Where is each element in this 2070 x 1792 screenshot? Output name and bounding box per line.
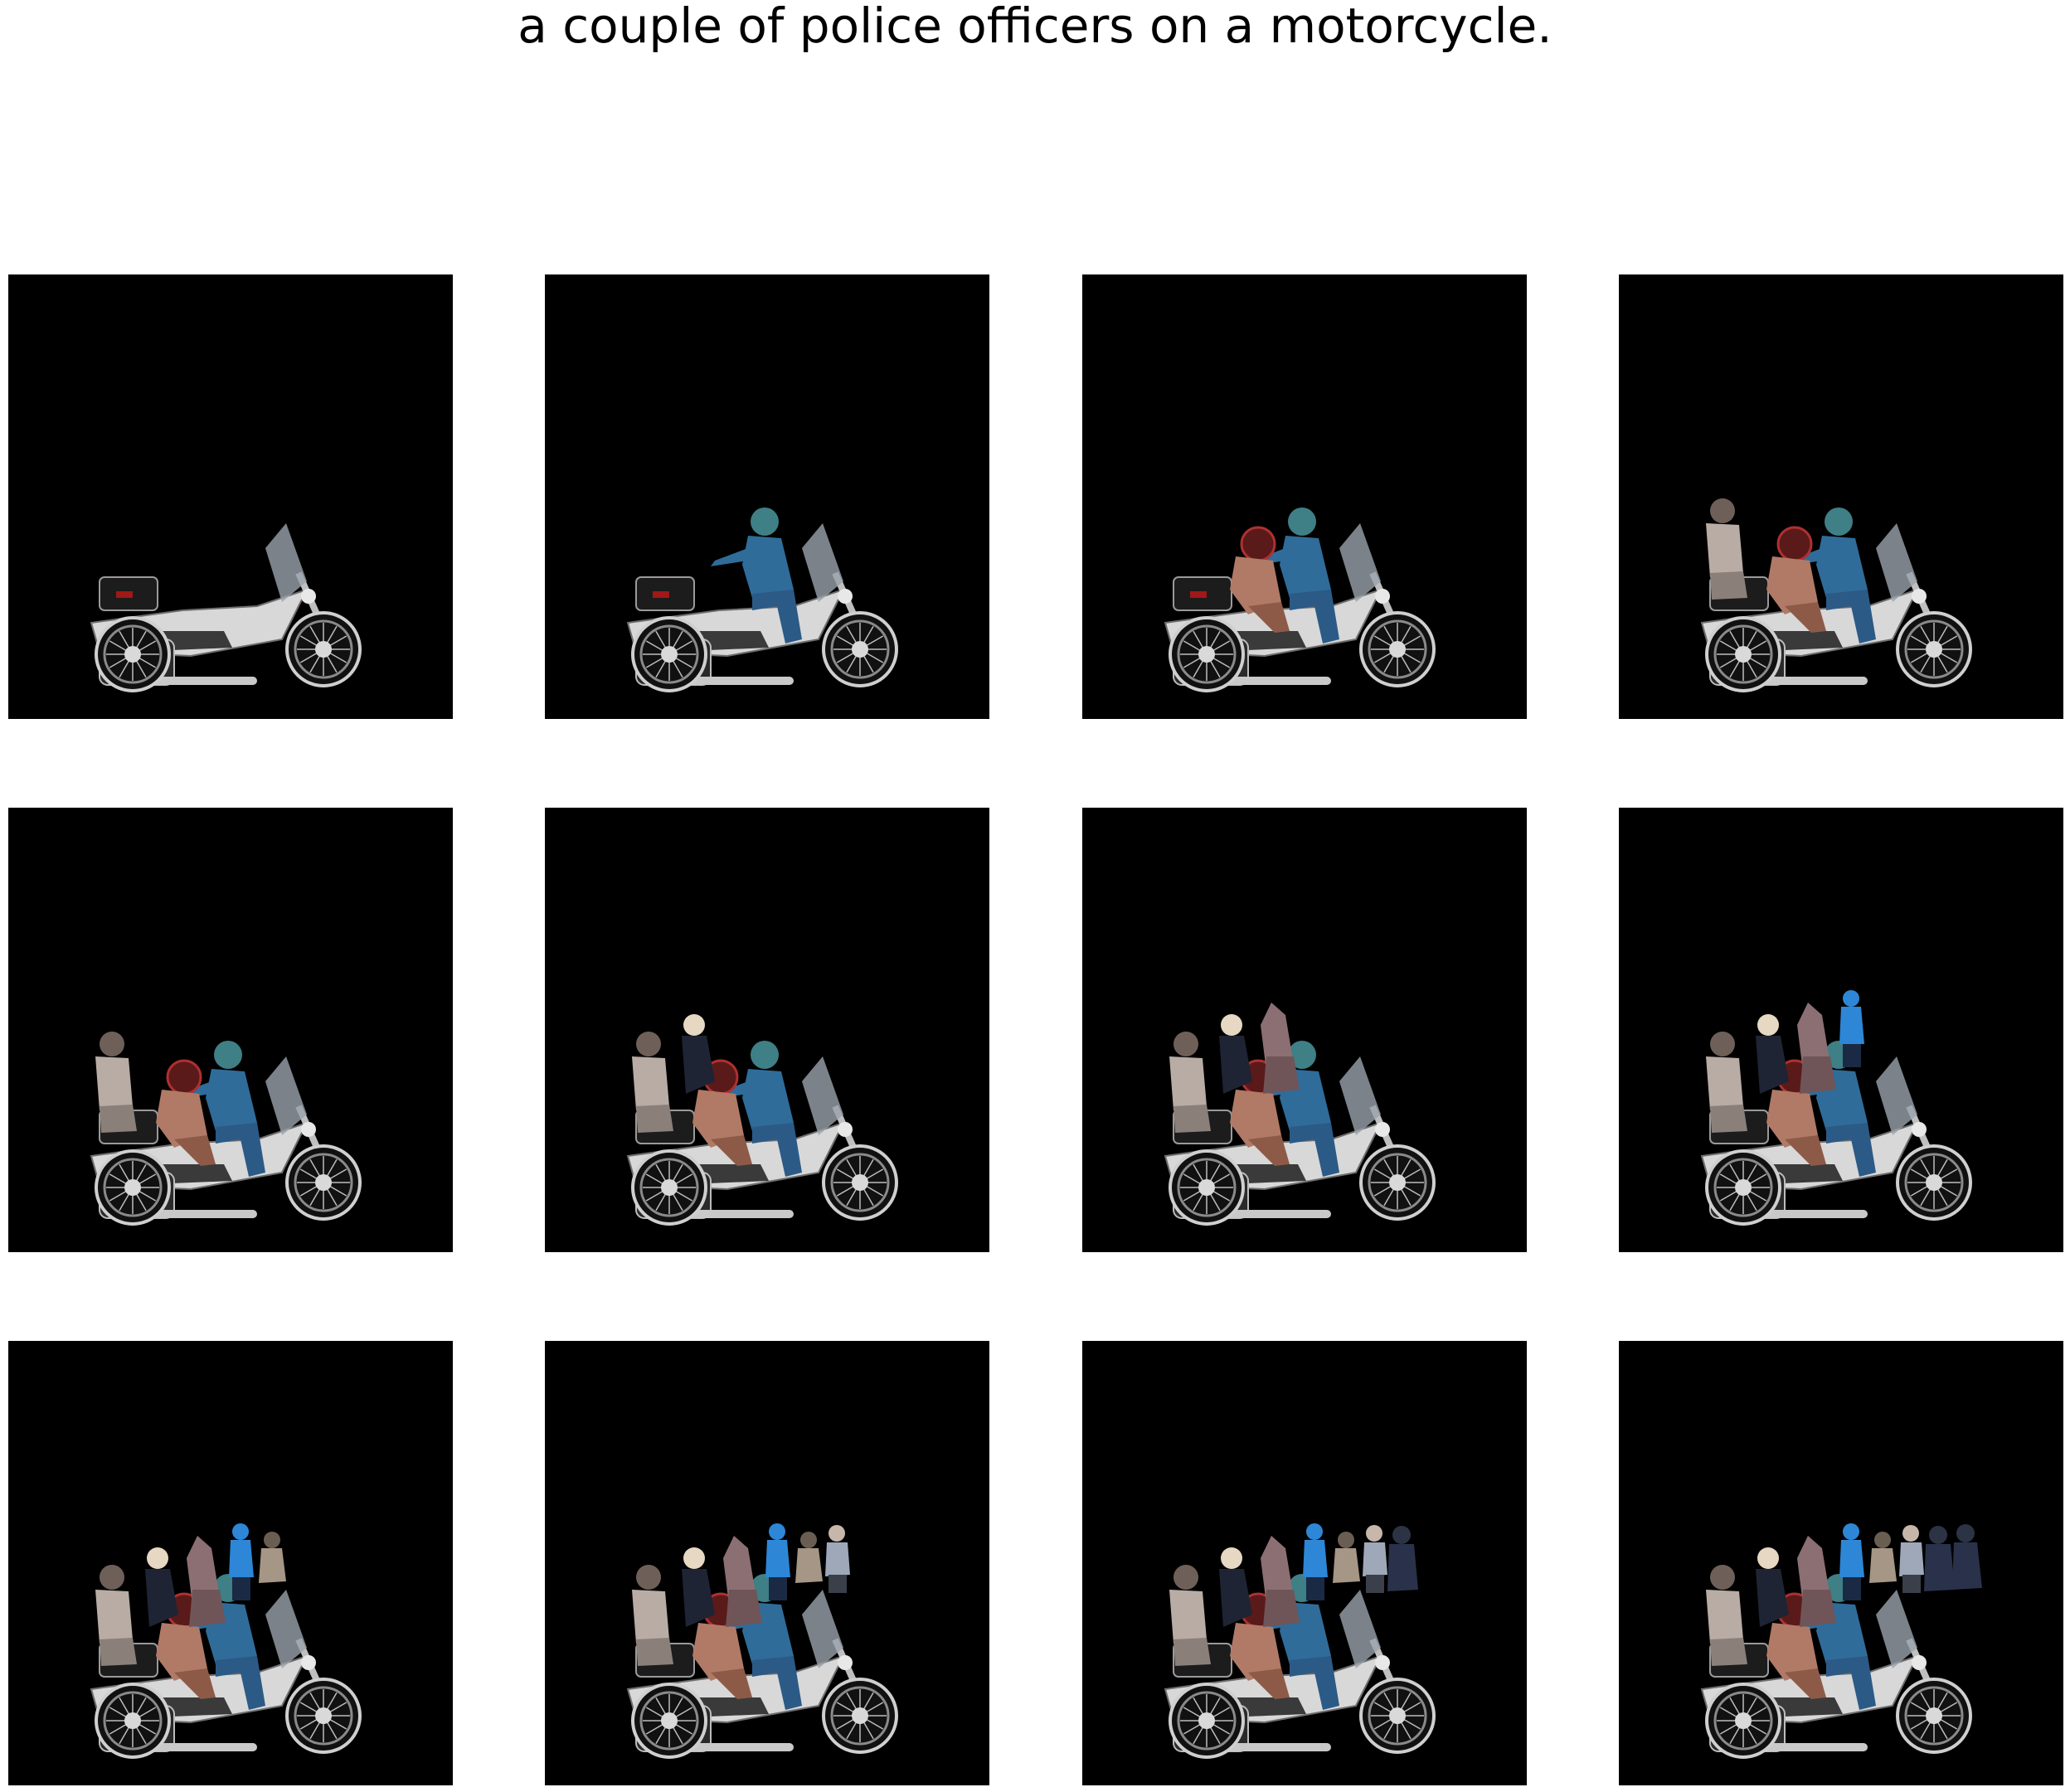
person-tan <box>1333 1532 1360 1583</box>
generation-step-panel <box>1619 1341 2063 1785</box>
person-tan <box>795 1532 823 1583</box>
person-blue-jacket <box>1839 990 1864 1067</box>
panel-image <box>545 274 989 719</box>
person-blue-jacket <box>765 1523 790 1600</box>
motorcycle <box>1164 523 1436 692</box>
generation-step-panel <box>545 808 989 1252</box>
panel-image <box>545 808 989 1252</box>
figure-pink-hooded <box>1797 1003 1836 1094</box>
person-grey-rear <box>1169 1032 1211 1133</box>
person-blonde <box>682 1014 715 1094</box>
panel-image <box>1082 808 1527 1252</box>
generation-step-panel <box>545 274 989 719</box>
panel-image <box>8 808 453 1252</box>
person-grey-rear <box>632 1565 673 1666</box>
person-grey-rear <box>1706 1565 1747 1666</box>
panel-image <box>1619 1341 2063 1785</box>
figure-pink-hooded <box>1797 1536 1836 1627</box>
panel-image <box>8 1341 453 1785</box>
person-grey-rear <box>1169 1565 1211 1666</box>
person-grey-shirt <box>1363 1525 1387 1593</box>
figure-pink-hooded <box>1261 1536 1300 1627</box>
person-grey-rear <box>1706 498 1747 600</box>
rider-blue <box>174 1041 265 1177</box>
person-blonde <box>1756 1547 1789 1627</box>
rider-blue <box>1785 507 1876 643</box>
generation-step-panel <box>545 1341 989 1785</box>
person-blonde <box>1219 1014 1252 1094</box>
generation-step-panel <box>1082 274 1527 719</box>
officer-dark-coat <box>1387 1526 1418 1591</box>
figure-pink-hooded <box>1261 1003 1300 1094</box>
passenger-red-helmet <box>1766 526 1826 633</box>
panel-image <box>1082 1341 1527 1785</box>
passenger-red-helmet <box>1230 526 1290 633</box>
generation-step-panel <box>8 274 453 719</box>
panel-image <box>8 274 453 719</box>
rider-blue <box>1248 507 1339 643</box>
generation-step-panel <box>8 808 453 1252</box>
person-blue-jacket <box>1303 1523 1328 1600</box>
person-grey-rear <box>632 1032 673 1133</box>
person-blue-jacket <box>229 1523 254 1600</box>
person-tan <box>259 1532 286 1583</box>
figure-pink-hooded <box>187 1536 226 1627</box>
person-blonde <box>682 1547 715 1627</box>
person-grey-rear <box>95 1565 137 1666</box>
generation-step-panel <box>1619 808 2063 1252</box>
person-grey-rear <box>95 1032 137 1133</box>
person-tan <box>1869 1532 1897 1583</box>
generation-step-panel <box>1082 808 1527 1252</box>
panel-image <box>545 1341 989 1785</box>
person-grey-shirt <box>825 1525 850 1593</box>
motorcycle <box>90 523 362 692</box>
generation-step-panel <box>1619 274 2063 719</box>
generation-step-panel <box>8 1341 453 1785</box>
person-blonde <box>1219 1547 1252 1627</box>
person-grey-rear <box>1706 1032 1747 1133</box>
passenger-red-helmet <box>156 1059 216 1166</box>
motorcycle <box>626 523 898 692</box>
figure-pink-hooded <box>723 1536 762 1627</box>
panel-image <box>1619 808 2063 1252</box>
officer-dark-coat-2 <box>1952 1524 1982 1590</box>
person-blonde <box>145 1547 178 1627</box>
motorcycle <box>90 1590 362 1759</box>
officer-dark-coat <box>1924 1526 1955 1591</box>
person-blonde <box>1756 1014 1789 1094</box>
person-blue-jacket <box>1839 1523 1864 1600</box>
panel-image <box>1082 274 1527 719</box>
panel-image <box>1619 274 2063 719</box>
passenger-red-helmet <box>692 1059 752 1166</box>
rider-blue <box>711 507 802 643</box>
generation-step-panel <box>1082 1341 1527 1785</box>
person-grey-shirt <box>1899 1525 1924 1593</box>
figure-caption: a couple of police officers on a motorcy… <box>518 0 1552 54</box>
